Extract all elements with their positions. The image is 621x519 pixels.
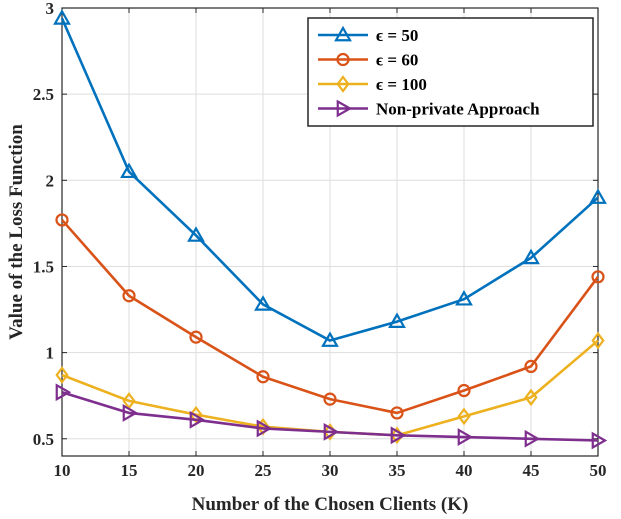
- x-tick-label: 15: [121, 461, 138, 480]
- x-tick-label: 50: [590, 461, 607, 480]
- data-point: [256, 419, 273, 438]
- data-point: [55, 213, 69, 227]
- data-point: [388, 312, 406, 328]
- legend-label: ϵ = 100: [376, 75, 427, 94]
- data-point: [524, 429, 541, 448]
- data-point: [321, 331, 339, 347]
- data-point: [120, 162, 138, 179]
- series-2: [55, 213, 605, 420]
- y-tick-label: 1.5: [33, 257, 54, 276]
- data-point: [254, 295, 272, 311]
- data-point: [189, 405, 203, 424]
- x-axis-title: Number of the Chosen Clients (K): [192, 494, 469, 515]
- data-point: [457, 407, 471, 426]
- axes: [61, 7, 599, 457]
- series-line: [60, 17, 599, 342]
- legend-marker: [334, 25, 352, 42]
- x-tick-label: 10: [54, 461, 71, 480]
- data-point: [390, 406, 404, 420]
- legend-label: ϵ = 50: [376, 26, 418, 45]
- data-point: [55, 383, 72, 402]
- legend-marker: [336, 52, 350, 67]
- data-point: [591, 431, 608, 450]
- y-tick-label: 0.5: [33, 430, 54, 449]
- data-point: [390, 426, 407, 445]
- data-point: [455, 289, 473, 306]
- data-point: [55, 366, 69, 384]
- legend: ϵ = 50 ϵ = 60 ϵ = 100 Non-private Approach: [307, 17, 594, 127]
- y-tick-label: 2: [46, 171, 55, 190]
- series-line: [61, 219, 600, 415]
- data-point: [323, 392, 337, 406]
- data-point: [256, 417, 270, 436]
- legend-label: Non-private Approach: [376, 100, 540, 119]
- y-axis-title: Value of the Loss Function: [6, 124, 27, 340]
- data-point: [53, 9, 71, 25]
- data-point: [256, 370, 270, 384]
- data-point: [457, 383, 471, 398]
- legend-label: ϵ = 60: [376, 51, 418, 70]
- data-point: [591, 270, 605, 284]
- y-tick-label: 2.5: [33, 85, 54, 104]
- x-tick-label: 40: [456, 461, 473, 480]
- x-tick-label: 45: [523, 461, 540, 480]
- data-point: [187, 226, 205, 242]
- data-point: [457, 428, 474, 446]
- series-1: [53, 9, 607, 347]
- series-4: [55, 383, 608, 450]
- y-tick-label: 1: [46, 344, 55, 363]
- legend-marker: [336, 75, 350, 93]
- data-point: [122, 289, 136, 303]
- y-tick-label: 3: [46, 0, 55, 18]
- data-point: [522, 248, 540, 265]
- data-point: [524, 388, 538, 407]
- x-tick-label: 20: [188, 461, 205, 480]
- x-tick-label: 35: [389, 461, 406, 480]
- x-tick-label: 30: [322, 461, 339, 480]
- tick-labels: 10 15 20 25 30 35 40 45 50 0.5 1 1.5 2 2.5 3: [33, 0, 607, 480]
- data-point: [122, 404, 139, 422]
- series-lines: [53, 9, 608, 450]
- data-point: [189, 410, 206, 429]
- data-point: [589, 188, 607, 204]
- x-tick-label: 25: [255, 461, 272, 480]
- data-point: [524, 359, 538, 373]
- data-point: [189, 330, 203, 344]
- data-point: [323, 422, 340, 441]
- legend-marker: [336, 99, 353, 118]
- series-line: [61, 391, 599, 442]
- data-point: [591, 331, 605, 350]
